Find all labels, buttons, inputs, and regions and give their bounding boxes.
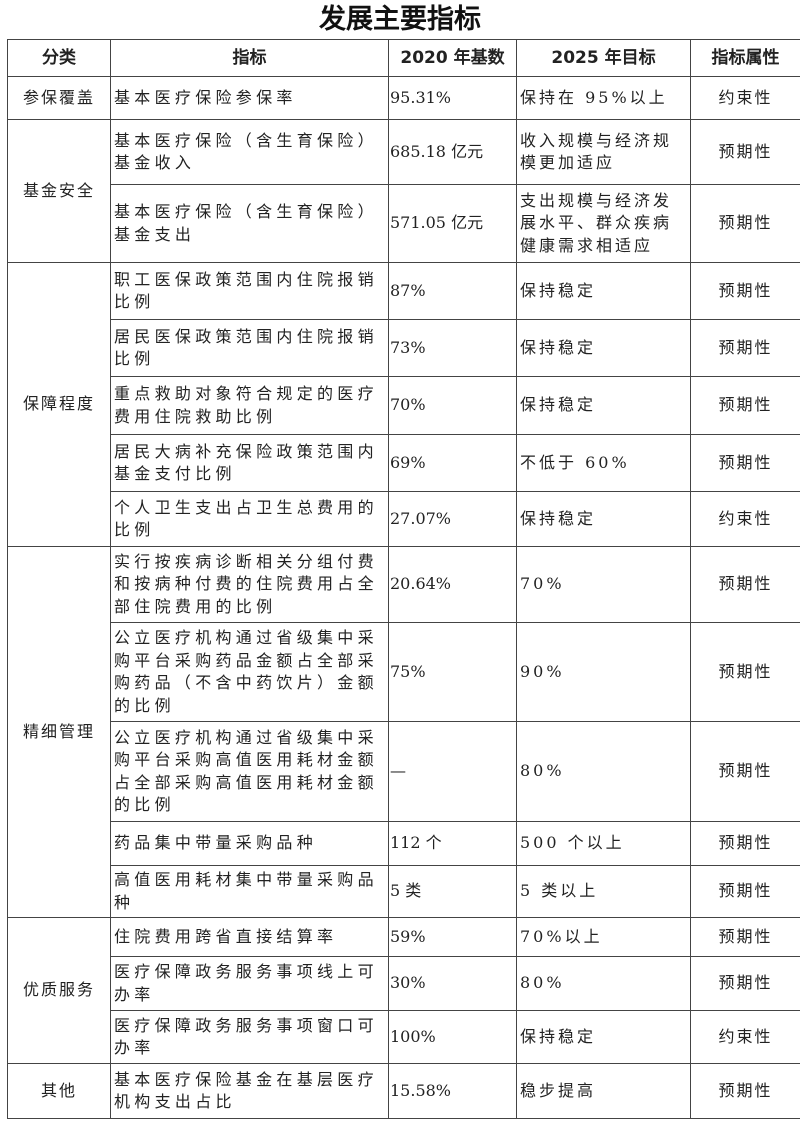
attribute-cell: 预期性 [690, 119, 800, 185]
target-cell: 支出规模与经济发展水平、群众疾病健康需求相适应 [516, 184, 691, 263]
category-cell: 其他 [7, 1063, 111, 1119]
target-cell: 70% [516, 546, 691, 623]
target-cell: 保持在 95%以上 [516, 76, 691, 120]
attribute-cell: 约束性 [690, 76, 800, 120]
attribute-cell: 预期性 [690, 434, 800, 492]
indicator-cell: 重点救助对象符合规定的医疗费用住院救助比例 [110, 376, 389, 435]
target-cell: 收入规模与经济规模更加适应 [516, 119, 691, 185]
target-cell: 保持稳定 [516, 1010, 691, 1064]
indicator-cell: 居民医保政策范围内住院报销比例 [110, 319, 389, 377]
target-cell: 不低于 60% [516, 434, 691, 492]
target-cell: 5 类以上 [516, 865, 691, 918]
indicator-cell: 基本医疗保险基金在基层医疗机构支出占比 [110, 1063, 389, 1119]
target-cell: 90% [516, 622, 691, 722]
base-value-cell: — [388, 721, 517, 822]
base-value-cell: 27.07% [388, 491, 517, 547]
table-row: 个人卫生支出占卫生总费用的比例 27.07% 保持稳定 约束性 [8, 491, 800, 547]
table-row: 居民医保政策范围内住院报销比例 73% 保持稳定 预期性 [8, 319, 800, 377]
table-row: 公立医疗机构通过省级集中采购平台采购高值医用耗材金额占全部采购高值医用耗材金额的… [8, 721, 800, 822]
indicator-cell: 基本医疗保险（含生育保险）基金支出 [110, 184, 389, 263]
indicator-cell: 个人卫生支出占卫生总费用的比例 [110, 491, 389, 547]
base-value-cell: 69% [388, 434, 517, 492]
header-indicator: 指标 [110, 39, 389, 77]
target-cell: 保持稳定 [516, 319, 691, 377]
indicator-cell: 公立医疗机构通过省级集中采购平台采购高值医用耗材金额占全部采购高值医用耗材金额的… [110, 721, 389, 822]
table-row: 保障程度 职工医保政策范围内住院报销比例 87% 保持稳定 预期性 [7, 262, 800, 547]
attribute-cell: 预期性 [690, 184, 800, 263]
base-value-cell: 20.64% [388, 546, 517, 623]
attribute-cell: 约束性 [690, 1010, 800, 1064]
attribute-cell: 预期性 [690, 721, 800, 822]
attribute-cell: 预期性 [690, 821, 800, 866]
page-title: 发展主要指标 [319, 4, 481, 35]
base-value-cell: 75% [388, 622, 517, 722]
table-row: 优质服务 住院费用跨省直接结算率 59% 70%以上 预期性 [7, 917, 800, 1064]
indicator-cell: 药品集中带量采购品种 [110, 821, 389, 866]
attribute-cell: 预期性 [690, 262, 800, 320]
base-value-cell: 15.58% [388, 1063, 517, 1119]
base-value-cell: 685.18 亿元 [388, 119, 517, 185]
indicator-cell: 住院费用跨省直接结算率 [110, 917, 389, 957]
table-row: 其他 基本医疗保险基金在基层医疗机构支出占比 15.58% 稳步提高 预期性 [7, 1063, 800, 1119]
base-value-cell: 59% [388, 917, 517, 957]
table-row: 药品集中带量采购品种 112 个 500 个以上 预期性 [8, 821, 800, 866]
attribute-cell: 预期性 [690, 917, 800, 957]
header-base-2020: 2020 年基数 [388, 39, 517, 77]
indicator-cell: 医疗保障政务服务事项线上可办率 [110, 956, 389, 1011]
base-value-cell: 95.31% [388, 76, 517, 120]
target-cell: 保持稳定 [516, 262, 691, 320]
target-cell: 保持稳定 [516, 491, 691, 547]
table-row: 基本医疗保险（含生育保险）基金支出 571.05 亿元 支出规模与经济发展水平、群众… [8, 184, 800, 263]
category-cell: 优质服务 [7, 917, 111, 1064]
base-value-cell: 100% [388, 1010, 517, 1064]
target-cell: 稳步提高 [516, 1063, 691, 1119]
indicator-cell: 职工医保政策范围内住院报销比例 [110, 262, 389, 320]
indicator-cell: 公立医疗机构通过省级集中采购平台采购药品金额占全部采购药品（不含中药饮片）金额的… [110, 622, 389, 722]
table-row: 重点救助对象符合规定的医疗费用住院救助比例 70% 保持稳定 预期性 [8, 376, 800, 435]
base-value-cell: 5 类 [388, 865, 517, 918]
indicator-cell: 基本医疗保险（含生育保险）基金收入 [110, 119, 389, 185]
target-cell: 80% [516, 956, 691, 1011]
attribute-cell: 预期性 [690, 622, 800, 722]
target-cell: 80% [516, 721, 691, 822]
category-cell: 保障程度 [7, 262, 111, 547]
category-cell: 基金安全 [7, 119, 111, 263]
header-attribute: 指标属性 [690, 39, 800, 77]
table-row: 居民大病补充保险政策范围内基金支付比例 69% 不低于 60% 预期性 [8, 434, 800, 492]
header-target-2025: 2025 年目标 [516, 39, 691, 77]
target-cell: 70%以上 [516, 917, 691, 957]
attribute-cell: 预期性 [690, 956, 800, 1011]
base-value-cell: 30% [388, 956, 517, 1011]
header-row: 分类 指标 2020 年基数 2025 年目标 指标属性 [7, 39, 800, 77]
attribute-cell: 预期性 [690, 865, 800, 918]
table-row: 基金安全 基本医疗保险（含生育保险）基金收入 685.18 亿元 收入规模与经济规模更… [7, 119, 800, 263]
table-row: 参保覆盖 基本医疗保险参保率 95.31% 保持在 95%以上 约束性 [7, 76, 800, 120]
indicator-cell: 基本医疗保险参保率 [110, 76, 389, 120]
table-row: 医疗保障政务服务事项窗口可办率 100% 保持稳定 约束性 [8, 1010, 800, 1064]
table-row: 精细管理 实行按疾病诊断相关分组付费和按病种付费的住院费用占全部住院费用的比例 20… [7, 546, 800, 918]
indicators-table: 分类 指标 2020 年基数 2025 年目标 指标属性 参保覆盖 基本医疗保险参… [7, 39, 800, 1119]
attribute-cell: 预期性 [690, 1063, 800, 1119]
category-cell: 精细管理 [7, 546, 111, 918]
category-cell: 参保覆盖 [7, 76, 111, 120]
attribute-cell: 预期性 [690, 376, 800, 435]
base-value-cell: 73% [388, 319, 517, 377]
target-cell: 500 个以上 [516, 821, 691, 866]
base-value-cell: 571.05 亿元 [388, 184, 517, 263]
indicator-cell: 医疗保障政务服务事项窗口可办率 [110, 1010, 389, 1064]
attribute-cell: 约束性 [690, 491, 800, 547]
base-value-cell: 87% [388, 262, 517, 320]
attribute-cell: 预期性 [690, 319, 800, 377]
indicator-cell: 高值医用耗材集中带量采购品种 [110, 865, 389, 918]
target-cell: 保持稳定 [516, 376, 691, 435]
base-value-cell: 112 个 [388, 821, 517, 866]
base-value-cell: 70% [388, 376, 517, 435]
header-category: 分类 [7, 39, 111, 77]
table-row: 医疗保障政务服务事项线上可办率 30% 80% 预期性 [8, 956, 800, 1011]
table-row: 公立医疗机构通过省级集中采购平台采购药品金额占全部采购药品（不含中药饮片）金额的… [8, 622, 800, 722]
attribute-cell: 预期性 [690, 546, 800, 623]
indicator-cell: 居民大病补充保险政策范围内基金支付比例 [110, 434, 389, 492]
indicator-cell: 实行按疾病诊断相关分组付费和按病种付费的住院费用占全部住院费用的比例 [110, 546, 389, 623]
